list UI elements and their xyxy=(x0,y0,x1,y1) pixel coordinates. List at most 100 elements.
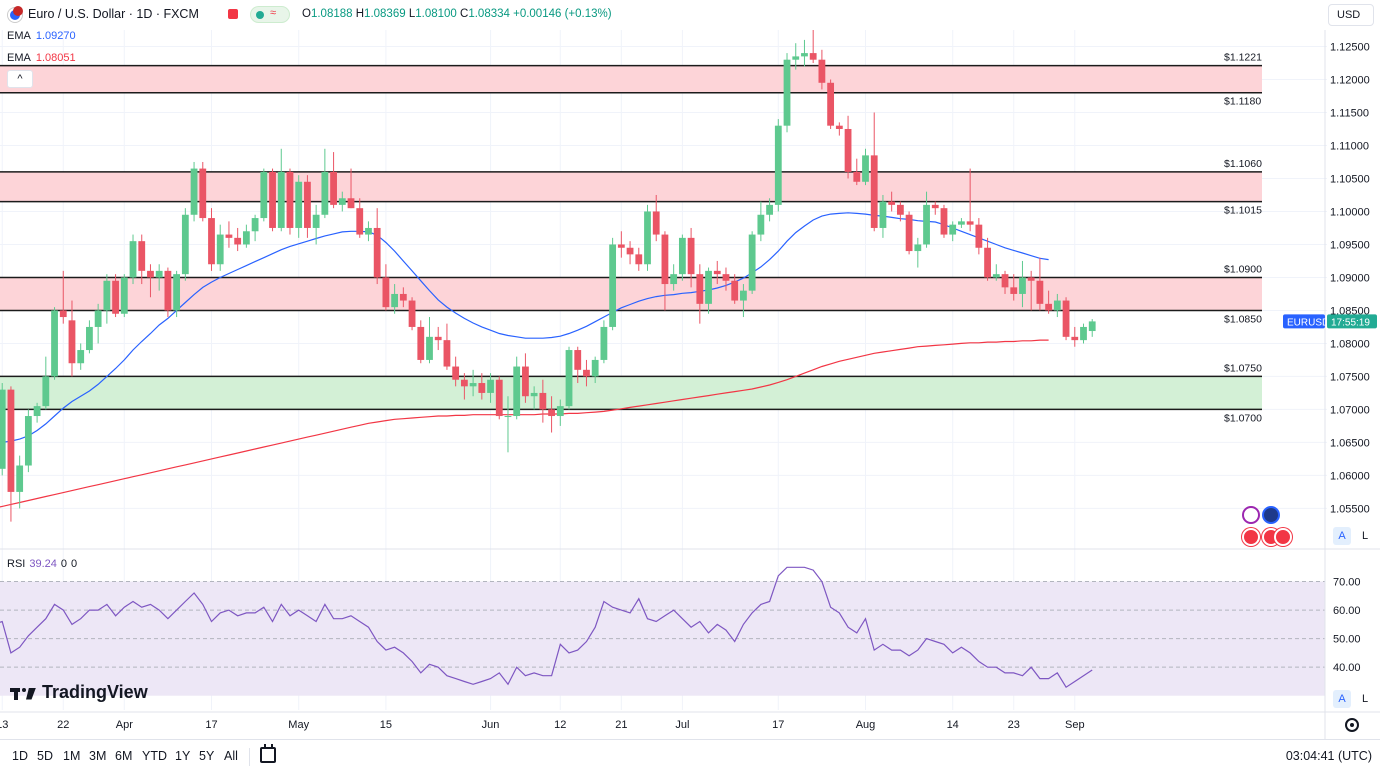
timeframe-1m[interactable]: 1M xyxy=(63,749,81,763)
price-tick-label: 1.12500 xyxy=(1330,41,1370,53)
time-tick-label: May xyxy=(288,719,309,731)
resistance-zone xyxy=(0,171,1262,202)
candle-up xyxy=(77,350,85,364)
candle-down xyxy=(722,274,730,281)
timeframe-6m[interactable]: 6M xyxy=(115,749,133,763)
earth-event-icon[interactable] xyxy=(1262,506,1280,524)
candle-up xyxy=(1053,300,1061,311)
candle-down xyxy=(809,53,817,60)
candle-down xyxy=(713,270,721,275)
candle-down xyxy=(417,326,425,360)
rsi-legend[interactable]: RSI 39.24 0 0 xyxy=(7,558,77,570)
candle-up xyxy=(1088,321,1096,332)
zone-label-high: $1.1060 xyxy=(1224,158,1262,170)
candle-up xyxy=(129,241,137,278)
candle-down xyxy=(68,320,76,364)
zone-label-low: $1.0850 xyxy=(1224,313,1262,325)
candle-down xyxy=(635,254,643,265)
rsi-log-scale-button[interactable]: L xyxy=(1361,693,1369,705)
candle-down xyxy=(818,59,826,83)
candle-down xyxy=(330,171,337,205)
rsi-auto-scale-button[interactable]: A xyxy=(1333,690,1351,708)
candle-down xyxy=(905,214,913,252)
countdown-tag: 17:55:19 xyxy=(1331,317,1370,328)
rsi-label: RSI xyxy=(7,558,26,570)
rsi-pane: 40.00 50.00 60.00 70.00 xyxy=(0,566,1361,696)
auto-scale-button[interactable]: A xyxy=(1333,527,1351,545)
time-tick-label: Apr xyxy=(116,719,133,731)
candle-up xyxy=(321,171,329,215)
toolbar-divider xyxy=(249,748,250,766)
candle-up xyxy=(277,171,285,228)
price-tick-label: 1.06000 xyxy=(1330,470,1370,482)
timeframe-1d[interactable]: 1D xyxy=(12,749,28,763)
candle-down xyxy=(269,171,276,228)
candle-down xyxy=(443,340,451,367)
candle-up xyxy=(958,221,965,225)
price-zones: $1.1221 $1.1180 $1.1060 $1.1015 $1.0900 $1.08… xyxy=(0,52,1262,424)
candle-up xyxy=(766,204,773,215)
low-label: L xyxy=(408,8,416,20)
candle-up xyxy=(120,277,128,314)
calendar-icon[interactable] xyxy=(260,744,276,763)
candle-up xyxy=(757,214,765,235)
tradingview-wordmark: TradingView xyxy=(42,682,148,702)
candle-up xyxy=(1080,326,1087,341)
ema-fast-label: EMA xyxy=(7,30,31,42)
timeframe-5y[interactable]: 5Y xyxy=(199,749,215,763)
chevron-up-icon[interactable]: ^ xyxy=(7,70,33,88)
candle-up xyxy=(609,244,617,327)
candle-down xyxy=(452,366,460,380)
timeframe-5d[interactable]: 5D xyxy=(37,749,53,763)
data-status-pill[interactable]: ≈ xyxy=(250,6,290,23)
candle-down xyxy=(434,336,442,341)
price-tick-label: 1.09500 xyxy=(1330,239,1370,251)
ema-fast-legend[interactable]: EMA 1.09270 xyxy=(7,30,76,42)
zone-label-high: $1.0900 xyxy=(1224,263,1262,275)
zone-label-low: $1.1180 xyxy=(1224,96,1261,108)
candle-down xyxy=(164,270,172,311)
timeframe-all[interactable]: All xyxy=(224,749,238,763)
candle-down xyxy=(1071,336,1079,341)
candle-down xyxy=(460,379,468,387)
ohlc-readout: O1.08188 H1.08369 L1.08100 C1.08334 +0.0… xyxy=(302,8,612,20)
candle-up xyxy=(0,389,6,469)
change-value: +0.00146 (+0.13%) xyxy=(513,8,612,20)
open-label: O xyxy=(302,8,311,20)
candle-up xyxy=(181,214,189,275)
candle-up xyxy=(242,231,250,245)
timeframe-3m[interactable]: 3M xyxy=(89,749,107,763)
high-value: 1.08369 xyxy=(364,8,406,20)
symbol-title[interactable]: Euro / U.S. Dollar · 1D · FXCM xyxy=(28,7,199,21)
ema-slow-label: EMA xyxy=(7,52,31,64)
ema-slow-legend[interactable]: EMA 1.08051 xyxy=(7,52,76,64)
currency-button[interactable]: USD xyxy=(1328,4,1374,26)
candle-down xyxy=(1045,303,1053,311)
candle-up xyxy=(591,359,599,377)
time-tick-label: 17 xyxy=(205,719,217,731)
timeframe-ytd[interactable]: YTD xyxy=(142,749,167,763)
us-event-icon[interactable] xyxy=(1242,528,1260,546)
candle-down xyxy=(286,171,294,228)
candle-up xyxy=(16,465,24,492)
chart-canvas[interactable]: $1.1221 $1.1180 $1.1060 $1.1015 $1.0900 $1.08… xyxy=(0,0,1380,739)
us-event-icon[interactable] xyxy=(1274,528,1292,546)
ema-slow-line xyxy=(0,339,1049,508)
settings-gear-icon[interactable] xyxy=(1345,718,1359,732)
candle-down xyxy=(844,128,852,172)
rsi-value: 39.24 xyxy=(29,558,57,570)
candle-up xyxy=(879,201,887,228)
resistance-zone xyxy=(0,277,1262,311)
price-tick-label: 1.11000 xyxy=(1330,140,1369,152)
utc-clock[interactable]: 03:04:41 (UTC) xyxy=(1285,749,1372,763)
candle-up xyxy=(556,406,564,417)
candle-down xyxy=(147,270,154,278)
candle-down xyxy=(896,204,904,215)
time-tick-label: 12 xyxy=(554,719,566,731)
log-scale-button[interactable]: L xyxy=(1361,530,1369,542)
candle-down xyxy=(940,208,948,235)
lightning-event-icon[interactable] xyxy=(1242,506,1260,524)
candle-up xyxy=(914,244,922,252)
timeframe-1y[interactable]: 1Y xyxy=(175,749,191,763)
candle-up xyxy=(42,376,50,407)
